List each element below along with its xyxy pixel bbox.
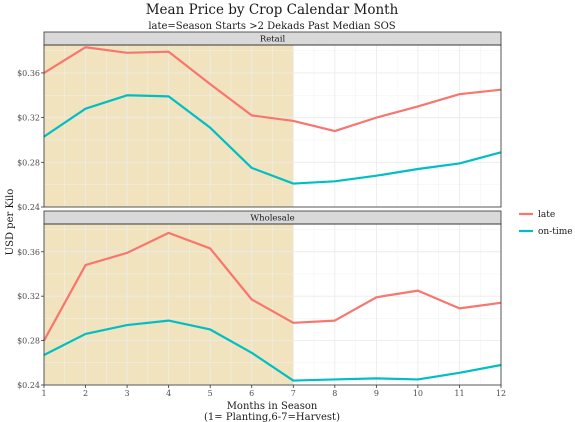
x-tick-label: 11 <box>454 389 464 398</box>
y-tick-label: $0.28 <box>17 158 40 167</box>
legend-label-late: late <box>538 210 555 220</box>
chart-title: Mean Price by Crop Calendar Month <box>146 2 399 18</box>
x-tick-label: 7 <box>291 389 296 398</box>
series-line-on-time <box>43 319 502 382</box>
series-line-on-time <box>43 94 502 185</box>
x-axis-label: Months in Season <box>227 401 318 412</box>
facet-strip-label: Retail <box>260 35 286 45</box>
panel-retail: $0.24 $0.28 $0.32 $0.36 Retail <box>17 31 502 212</box>
legend-label-on-time: on-time <box>538 227 573 237</box>
legend: late on-time <box>517 207 573 238</box>
x-tick-label: 4 <box>166 389 171 398</box>
x-tick-label: 5 <box>208 389 213 398</box>
x-tick-label: 2 <box>83 389 88 398</box>
x-tick-label: 8 <box>332 389 337 398</box>
x-tick-label: 12 <box>496 389 506 398</box>
facet-strip-label: Wholesale <box>250 214 294 224</box>
x-tick-label: 1 <box>41 389 46 398</box>
series-line-late <box>43 46 502 133</box>
y-tick-label: $0.36 <box>17 69 40 78</box>
chart-panels: $0.24 $0.28 $0.32 $0.36 Retail $0.24 $0.28 $0.3… <box>17 31 506 398</box>
y-tick-label: $0.28 <box>17 337 40 346</box>
y-tick-label: $0.24 <box>17 203 40 212</box>
panel-border <box>43 44 502 208</box>
chart-subtitle: late=Season Starts >2 Dekads Past Median… <box>148 21 395 32</box>
y-tick-label: $0.32 <box>17 292 40 301</box>
x-tick-label: 9 <box>374 389 379 398</box>
y-tick-label: $0.32 <box>17 114 40 123</box>
y-axis-label: USD per Kilo <box>5 189 16 256</box>
x-axis-label-line2: (1= Planting,6-7=Harvest) <box>204 412 340 422</box>
y-tick-label: $0.24 <box>17 381 40 390</box>
series-line-late <box>43 231 502 342</box>
x-tick-label: 3 <box>125 389 130 398</box>
x-tick-label: 6 <box>249 389 254 398</box>
y-tick-label: $0.36 <box>17 248 40 257</box>
x-tick-label: 10 <box>413 389 423 398</box>
panel-border <box>43 223 502 386</box>
